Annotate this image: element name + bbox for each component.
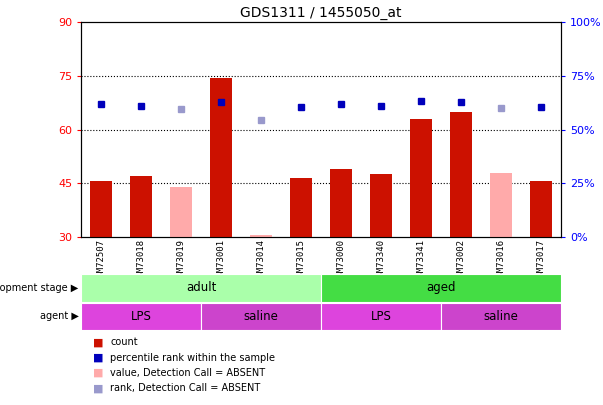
- Bar: [81, 274, 321, 302]
- Text: ■: ■: [93, 384, 104, 393]
- Bar: [290, 178, 312, 237]
- Text: rank, Detection Call = ABSENT: rank, Detection Call = ABSENT: [110, 384, 260, 393]
- Bar: [201, 303, 321, 330]
- Bar: [441, 303, 561, 330]
- Bar: [330, 169, 352, 237]
- Text: GSM73019: GSM73019: [177, 239, 186, 282]
- Text: GSM73015: GSM73015: [297, 239, 306, 282]
- Text: LPS: LPS: [371, 310, 391, 323]
- Bar: [170, 187, 192, 237]
- Text: value, Detection Call = ABSENT: value, Detection Call = ABSENT: [110, 368, 265, 378]
- Text: agent ▶: agent ▶: [40, 311, 78, 321]
- Bar: [450, 112, 472, 237]
- Text: aged: aged: [426, 281, 456, 294]
- Bar: [370, 174, 392, 237]
- Bar: [321, 303, 441, 330]
- Text: ■: ■: [93, 368, 104, 378]
- Text: GSM73000: GSM73000: [336, 239, 346, 282]
- Text: ■: ■: [93, 353, 104, 362]
- Bar: [490, 173, 512, 237]
- Text: GSM73016: GSM73016: [496, 239, 505, 282]
- Text: count: count: [110, 337, 138, 347]
- Text: percentile rank within the sample: percentile rank within the sample: [110, 353, 276, 362]
- Bar: [90, 181, 112, 237]
- Title: GDS1311 / 1455050_at: GDS1311 / 1455050_at: [241, 6, 402, 20]
- Bar: [530, 181, 552, 237]
- Text: GSM73002: GSM73002: [456, 239, 466, 282]
- Bar: [321, 274, 561, 302]
- Text: adult: adult: [186, 281, 216, 294]
- Bar: [81, 303, 201, 330]
- Text: LPS: LPS: [131, 310, 152, 323]
- Text: ■: ■: [93, 337, 104, 347]
- Text: GSM73001: GSM73001: [216, 239, 226, 282]
- Bar: [250, 235, 272, 237]
- Text: GSM73017: GSM73017: [536, 239, 545, 282]
- Text: GSM72507: GSM72507: [97, 239, 106, 282]
- Text: saline: saline: [244, 310, 279, 323]
- Text: GSM73340: GSM73340: [376, 239, 385, 282]
- Bar: [130, 176, 153, 237]
- Text: GSM73341: GSM73341: [417, 239, 426, 282]
- Bar: [410, 119, 432, 237]
- Text: development stage ▶: development stage ▶: [0, 283, 78, 293]
- Text: GSM73018: GSM73018: [137, 239, 146, 282]
- Bar: [210, 78, 232, 237]
- Text: GSM73014: GSM73014: [257, 239, 266, 282]
- Text: saline: saline: [484, 310, 519, 323]
